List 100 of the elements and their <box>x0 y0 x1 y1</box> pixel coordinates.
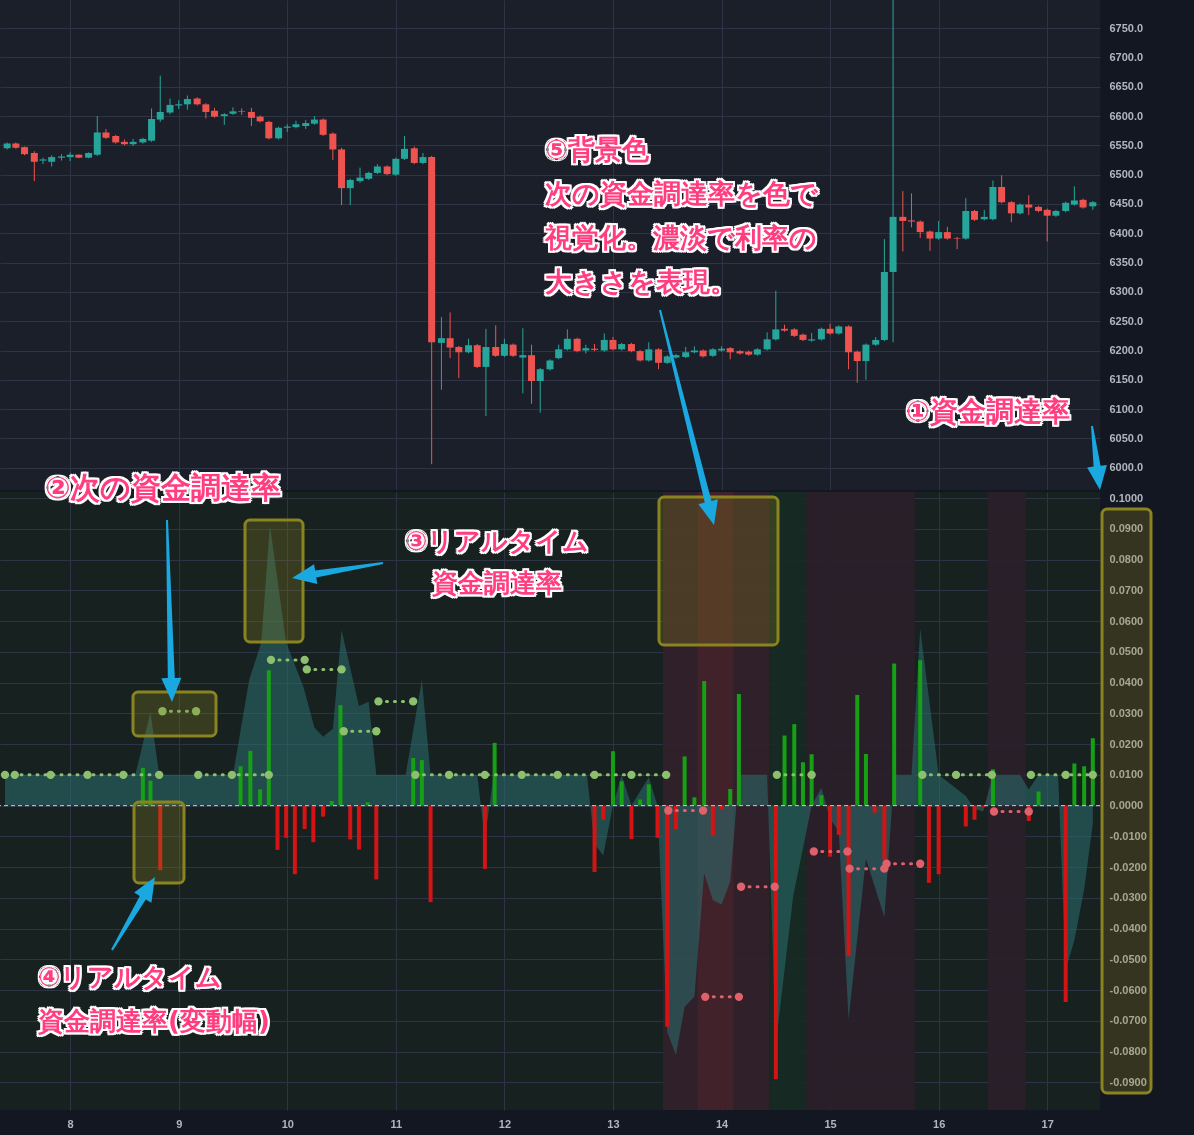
point <box>10 770 19 780</box>
candlestick <box>482 328 490 417</box>
bar <box>619 781 624 806</box>
point <box>807 770 816 780</box>
bar <box>702 681 707 806</box>
bar <box>302 805 307 829</box>
point <box>701 992 710 1002</box>
y-tick-label: 6100.0 <box>1109 402 1144 415</box>
candlestick <box>935 220 943 241</box>
point <box>264 770 273 780</box>
y-tick-label: 0.0800 <box>1109 553 1144 566</box>
bar <box>963 805 968 827</box>
point <box>372 727 381 736</box>
candlestick <box>1070 185 1078 207</box>
candlestick <box>953 236 961 250</box>
bar <box>592 805 597 873</box>
bar <box>863 753 868 806</box>
point <box>918 770 927 780</box>
candlestick <box>826 323 834 336</box>
y-tick-label: 6250.0 <box>1109 314 1144 327</box>
candlestick <box>12 141 20 150</box>
annotation: ④リアルタイム資金調達率(変動幅) <box>38 961 270 1038</box>
y-tick-label: -0.0300 <box>1109 891 1147 904</box>
bar <box>872 805 877 813</box>
annotation: ①資金調達率 <box>906 394 1070 430</box>
bar <box>682 756 687 806</box>
bar <box>140 767 145 806</box>
point <box>83 770 92 780</box>
point <box>882 859 891 868</box>
y-tick-label: 6400.0 <box>1109 226 1144 239</box>
candlestick <box>93 115 101 157</box>
bar <box>348 805 353 840</box>
y-tick-label: 6700.0 <box>1109 50 1144 63</box>
annotation: ③リアルタイム資金調達率 <box>405 525 590 600</box>
point <box>158 707 167 716</box>
point <box>0 770 10 780</box>
point <box>1061 770 1070 780</box>
x-tick-label: 9 <box>176 1117 183 1130</box>
point <box>736 882 746 891</box>
point <box>302 665 311 674</box>
candlestick <box>908 192 916 228</box>
bar <box>284 805 289 838</box>
y-tick-label: 6200.0 <box>1109 344 1144 356</box>
point <box>409 697 418 706</box>
y-tick-label: -0.0500 <box>1109 952 1147 965</box>
y-tick-label: 0.0700 <box>1109 583 1144 596</box>
y-tick-label: 6750.0 <box>1109 21 1144 34</box>
bar <box>1082 766 1087 806</box>
point <box>1026 770 1036 780</box>
bar <box>828 805 833 857</box>
bar <box>665 805 670 1027</box>
point <box>227 770 237 780</box>
bar <box>882 805 887 861</box>
bar <box>428 805 433 903</box>
bar <box>692 797 697 806</box>
y-tick-label: 6150.0 <box>1109 373 1144 386</box>
bar <box>610 751 615 806</box>
candlestick <box>563 328 571 351</box>
point <box>661 770 671 780</box>
bar <box>158 805 163 871</box>
y-tick-label: 6300.0 <box>1109 285 1144 298</box>
point <box>266 655 276 665</box>
point <box>989 807 999 816</box>
candlestick <box>39 157 47 165</box>
bar <box>275 805 280 850</box>
x-tick-label: 16 <box>933 1117 946 1130</box>
bar <box>855 694 860 806</box>
point <box>1024 807 1033 816</box>
bar <box>728 789 733 806</box>
candlestick <box>998 174 1006 204</box>
candlestick <box>519 327 527 394</box>
bar <box>655 805 660 838</box>
candlestick <box>437 316 445 391</box>
point <box>664 806 673 815</box>
bar <box>266 670 271 806</box>
x-tick-label: 17 <box>1041 1117 1054 1130</box>
candlestick <box>862 342 870 381</box>
candlestick <box>492 324 500 358</box>
candlestick <box>1043 208 1051 242</box>
bar <box>601 805 606 820</box>
point <box>517 770 526 780</box>
bar <box>258 789 263 806</box>
candlestick <box>401 135 409 161</box>
bar <box>482 805 487 869</box>
bar <box>629 805 634 840</box>
bar <box>819 795 824 806</box>
y-tick-label: 0.0100 <box>1109 768 1144 781</box>
point <box>590 770 599 780</box>
y-tick-label: -0.0200 <box>1109 860 1147 873</box>
x-tick-label: 13 <box>607 1117 620 1130</box>
point <box>770 882 779 891</box>
bar <box>736 694 741 806</box>
bar <box>782 735 787 806</box>
bar <box>936 805 941 875</box>
y-tick-label: 6600.0 <box>1109 109 1144 122</box>
y-tick-label: 6450.0 <box>1109 197 1144 210</box>
candlestick <box>473 343 481 369</box>
bar <box>892 663 897 806</box>
bar <box>238 766 243 806</box>
candlestick <box>600 333 608 353</box>
